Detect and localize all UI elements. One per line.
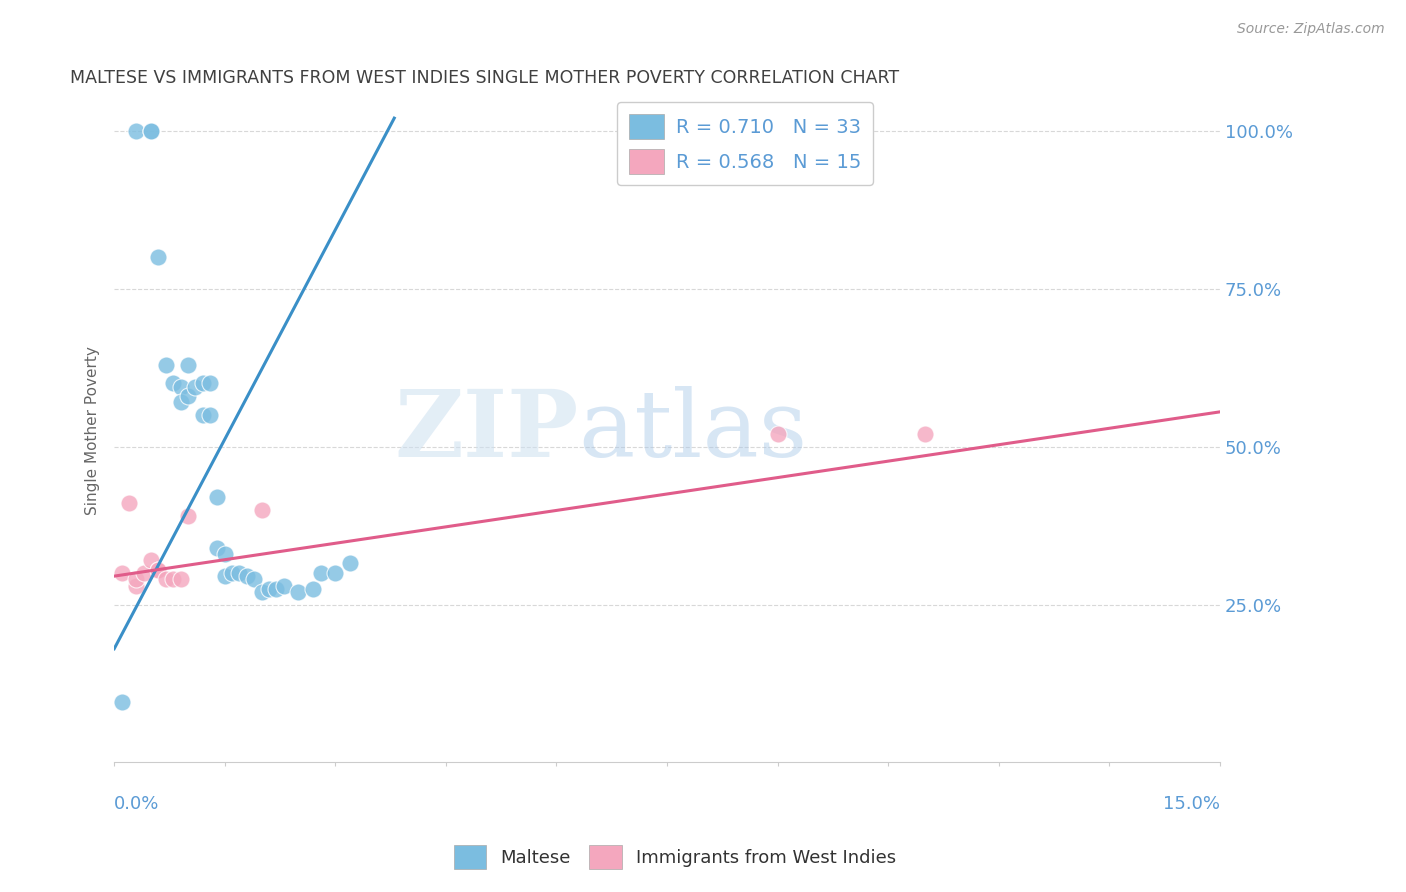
Point [118, 496, 141, 510]
Point [243, 572, 266, 586]
Point [184, 379, 207, 393]
Point [257, 582, 280, 596]
Point [125, 579, 148, 593]
Point [914, 427, 936, 442]
Y-axis label: Single Mother Poverty: Single Mother Poverty [86, 346, 100, 516]
Point [169, 395, 191, 409]
Point [155, 358, 177, 372]
Point [214, 569, 236, 583]
Legend: Maltese, Immigrants from West Indies: Maltese, Immigrants from West Indies [447, 838, 903, 876]
Point [162, 572, 184, 586]
Point [169, 572, 191, 586]
Point [198, 376, 221, 391]
Point [169, 379, 191, 393]
Point [766, 427, 789, 442]
Point [228, 566, 250, 580]
Point [266, 582, 288, 596]
Point [250, 585, 273, 599]
Point [177, 509, 200, 524]
Point [155, 572, 177, 586]
Point [148, 563, 170, 577]
Text: MALTESE VS IMMIGRANTS FROM WEST INDIES SINGLE MOTHER POVERTY CORRELATION CHART: MALTESE VS IMMIGRANTS FROM WEST INDIES S… [70, 69, 898, 87]
Point [287, 585, 309, 599]
Point [207, 541, 229, 555]
Point [250, 503, 273, 517]
Text: Source: ZipAtlas.com: Source: ZipAtlas.com [1237, 22, 1385, 37]
Point [110, 566, 132, 580]
Text: atlas: atlas [578, 386, 808, 475]
Legend: R = 0.710   N = 33, R = 0.568   N = 15: R = 0.710 N = 33, R = 0.568 N = 15 [617, 103, 873, 186]
Point [273, 579, 295, 593]
Point [148, 250, 170, 264]
Point [125, 124, 148, 138]
Text: 15.0%: 15.0% [1163, 795, 1220, 813]
Point [139, 553, 162, 567]
Point [198, 408, 221, 422]
Point [302, 582, 325, 596]
Point [177, 389, 200, 403]
Text: ZIP: ZIP [394, 386, 578, 475]
Point [236, 569, 259, 583]
Point [207, 490, 229, 504]
Point [191, 376, 214, 391]
Point [214, 547, 236, 561]
Point [139, 124, 162, 138]
Point [110, 696, 132, 710]
Point [191, 408, 214, 422]
Point [309, 566, 332, 580]
Point [323, 566, 346, 580]
Point [139, 124, 162, 138]
Point [221, 566, 243, 580]
Point [339, 557, 361, 571]
Point [125, 572, 148, 586]
Text: 0.0%: 0.0% [114, 795, 159, 813]
Point [162, 376, 184, 391]
Point [148, 563, 170, 577]
Point [132, 566, 155, 580]
Point [177, 358, 200, 372]
